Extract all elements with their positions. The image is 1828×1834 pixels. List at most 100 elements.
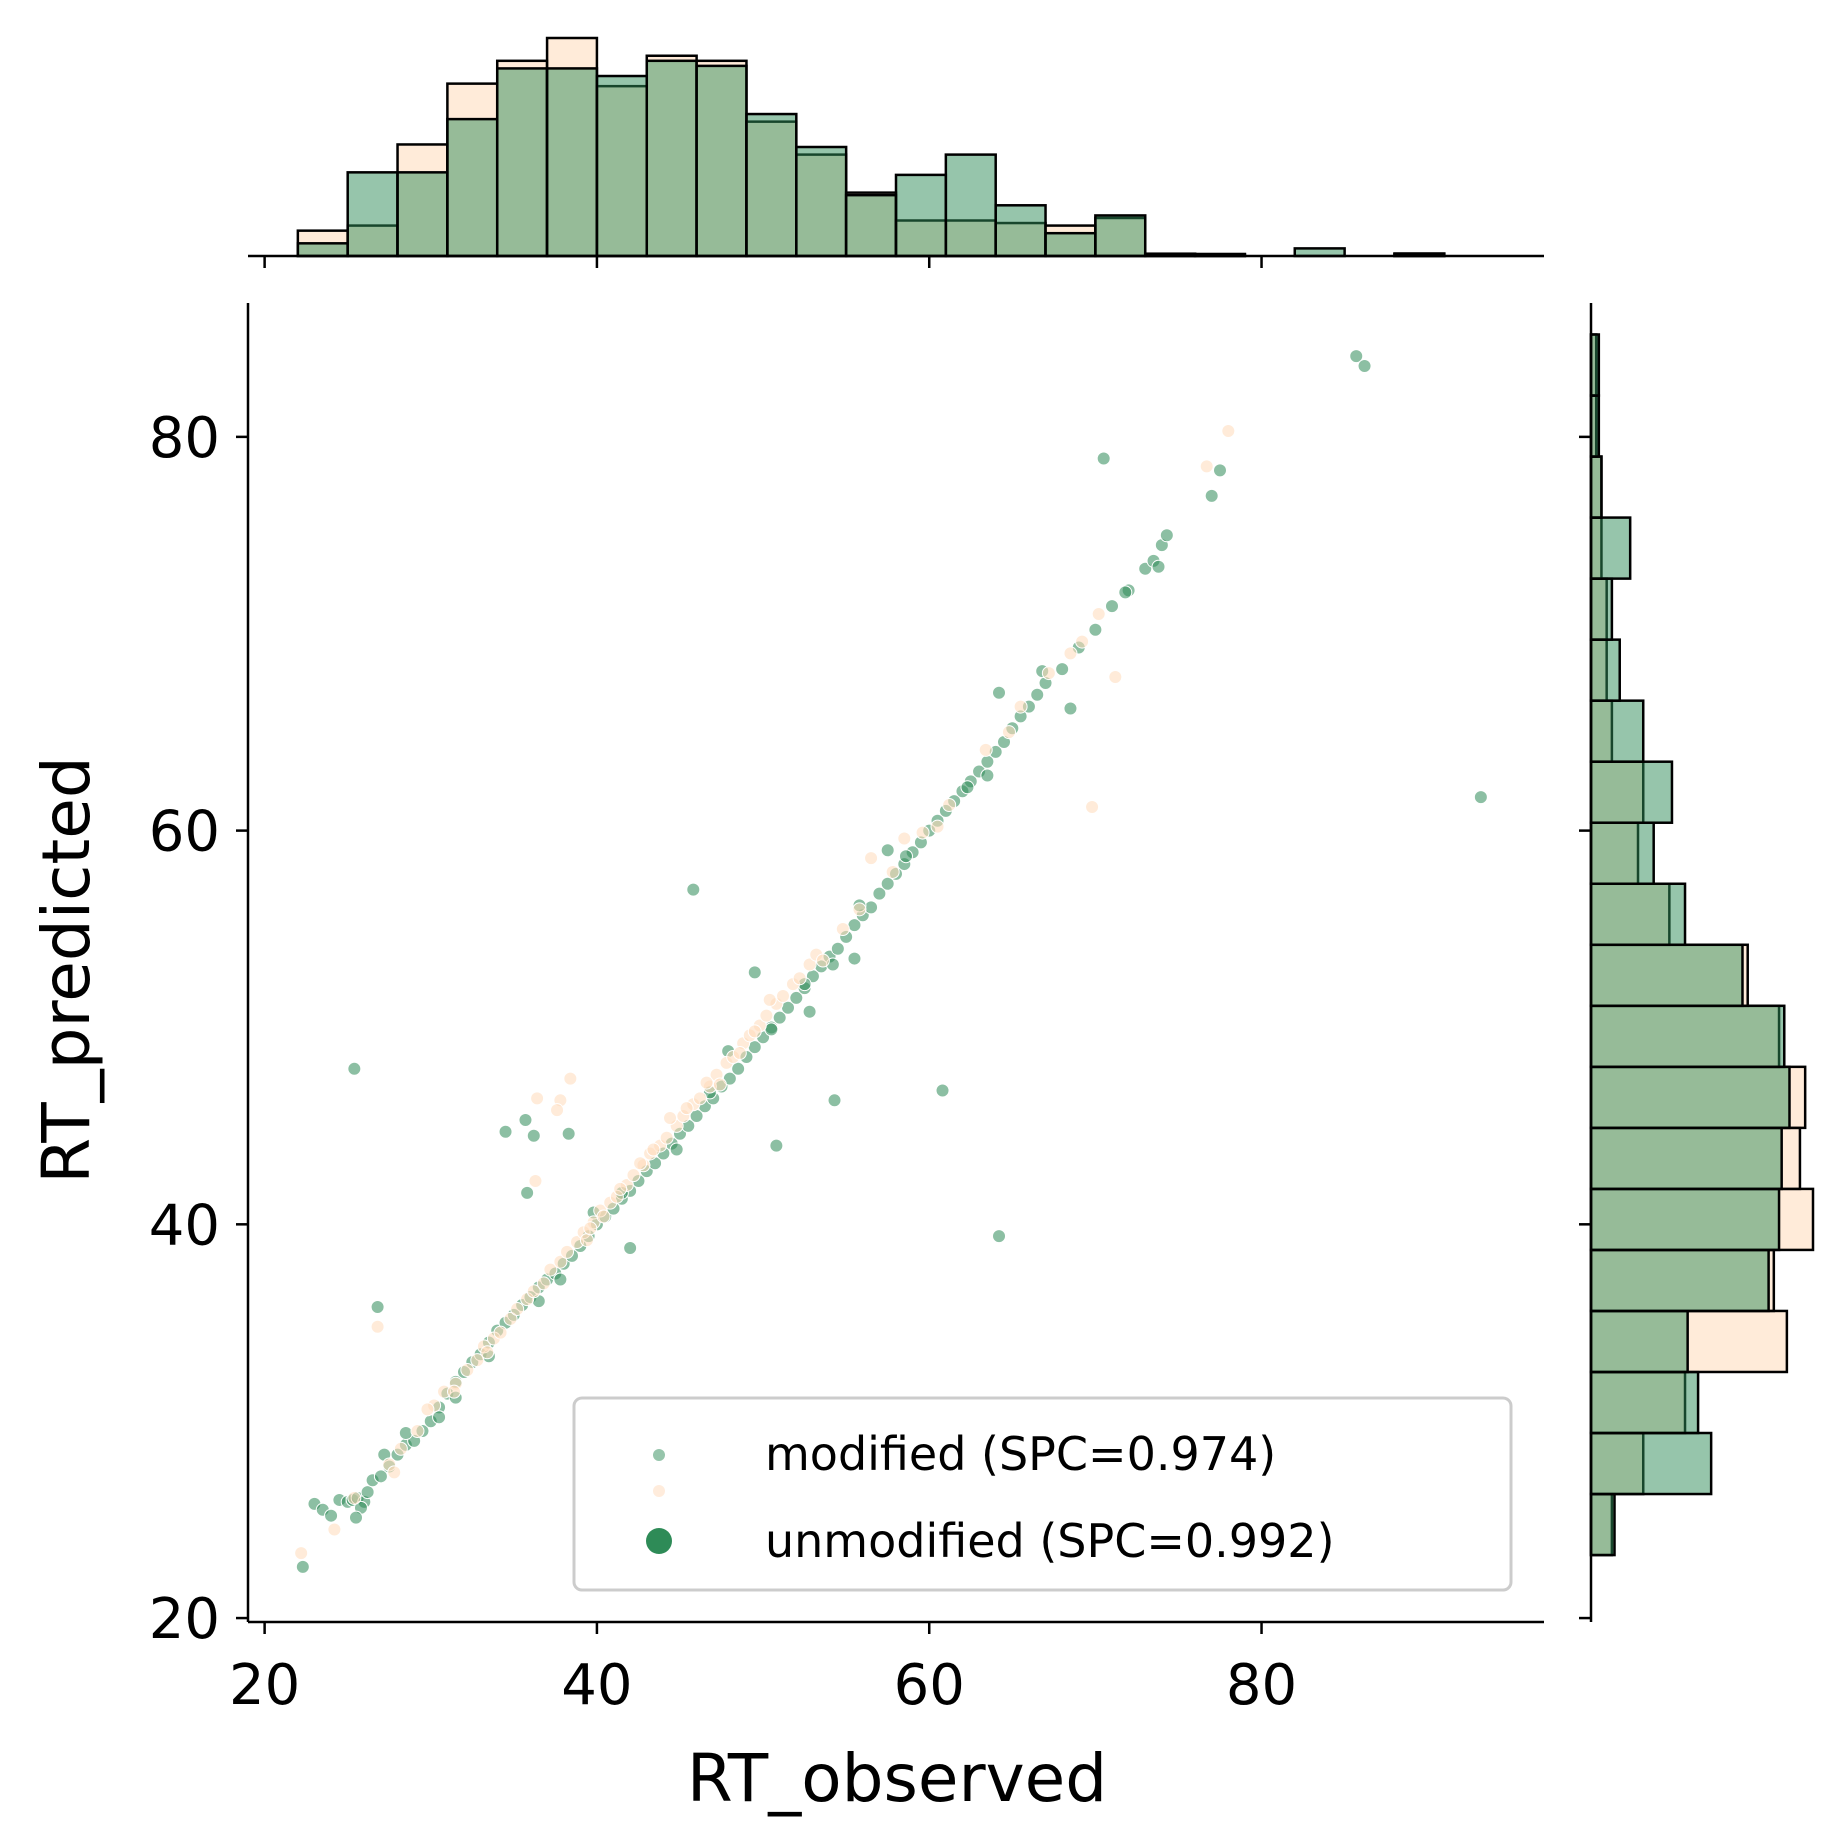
point-unmodified <box>447 1384 462 1399</box>
right-bar-modified <box>1589 1248 1770 1313</box>
point-unmodified <box>942 798 957 813</box>
point-unmodified <box>613 1181 628 1196</box>
legend-marker-unmodified-small <box>653 1485 665 1497</box>
legend-label-modified: modified (SPC=0.974) <box>765 1427 1276 1481</box>
right-bar-modified <box>1589 638 1621 702</box>
point-unmodified <box>347 1490 362 1505</box>
x-tick-label: 40 <box>561 1653 632 1718</box>
point-unmodified <box>792 971 807 986</box>
point-modified <box>347 1061 362 1076</box>
top-bar-modified <box>994 204 1047 258</box>
y-tick-label: 20 <box>149 1587 220 1652</box>
point-modified <box>864 900 879 915</box>
legend-marker-modified <box>653 1449 665 1461</box>
y-tick-label: 40 <box>149 1193 220 1258</box>
point-modified <box>1088 622 1103 637</box>
point-modified <box>789 990 804 1005</box>
right-bar-modified <box>1589 1126 1783 1191</box>
point-unmodified <box>480 1345 495 1360</box>
right-bar-modified <box>1589 455 1603 519</box>
right-bar-modified <box>1589 1309 1689 1374</box>
point-unmodified <box>503 1311 518 1326</box>
point-modified <box>1118 585 1133 600</box>
point-modified <box>872 886 887 901</box>
point-unmodified <box>536 1276 551 1291</box>
point-modified <box>830 941 845 956</box>
point-unmodified <box>864 851 879 866</box>
point-unmodified <box>393 1441 408 1456</box>
point-modified <box>802 1004 817 1019</box>
point-unmodified <box>915 825 930 840</box>
point-modified <box>526 1128 541 1143</box>
point-unmodified <box>978 742 993 757</box>
right-bar-modified <box>1589 1004 1786 1069</box>
point-unmodified <box>897 831 912 846</box>
top-bar-modified <box>446 117 499 258</box>
point-modified <box>764 1022 779 1037</box>
right-bar-modified <box>1589 1370 1700 1435</box>
point-unmodified <box>1041 666 1056 681</box>
top-bar-modified <box>944 153 997 258</box>
point-modified <box>880 843 895 858</box>
top-bar-modified <box>495 67 549 258</box>
point-modified <box>561 1126 576 1141</box>
point-modified <box>360 1485 375 1500</box>
point-unmodified <box>543 1262 558 1277</box>
point-unmodified <box>633 1156 648 1171</box>
point-modified <box>295 1559 310 1574</box>
point-unmodified <box>885 864 900 879</box>
point-modified <box>1063 701 1078 716</box>
top-bar-modified <box>695 64 748 258</box>
point-unmodified <box>776 988 791 1003</box>
point-unmodified <box>460 1363 475 1378</box>
point-modified <box>1159 528 1174 543</box>
right-bar-modified <box>1589 1431 1713 1496</box>
point-unmodified <box>579 1233 594 1248</box>
top-bar-modified <box>795 145 848 258</box>
point-modified <box>432 1410 447 1425</box>
point-modified <box>980 768 995 783</box>
x-axis-title: RT_observed <box>687 1740 1107 1817</box>
point-modified <box>398 1426 413 1441</box>
point-modified <box>1204 488 1219 503</box>
point-unmodified <box>712 1077 727 1092</box>
point-unmodified <box>732 1046 747 1061</box>
right-bar-modified <box>1589 882 1687 947</box>
point-modified <box>1357 358 1372 373</box>
point-modified <box>1151 559 1166 574</box>
point-unmodified <box>679 1101 694 1116</box>
point-unmodified <box>1108 670 1123 685</box>
point-modified <box>553 1272 568 1287</box>
point-unmodified <box>370 1319 385 1334</box>
point-unmodified <box>626 1168 641 1183</box>
top-bar-modified <box>545 67 599 258</box>
point-modified <box>669 1142 684 1157</box>
right-bar-modified <box>1589 821 1655 886</box>
point-modified <box>731 1061 746 1076</box>
right-bar-modified <box>1589 1492 1616 1557</box>
top-bar-modified <box>396 171 449 258</box>
legend-label-unmodified: unmodified (SPC=0.992) <box>765 1514 1335 1568</box>
scatter-points <box>294 349 1488 1574</box>
point-unmodified <box>560 1244 575 1259</box>
point-modified <box>686 882 701 897</box>
point-unmodified <box>659 1130 674 1145</box>
right-bar-modified <box>1589 943 1744 1008</box>
point-unmodified <box>1091 607 1106 622</box>
top-bar-modified <box>894 173 948 258</box>
point-unmodified <box>692 1091 707 1106</box>
point-unmodified <box>410 1424 425 1439</box>
top-bar-modified <box>844 193 898 258</box>
top-bar-modified <box>745 112 798 258</box>
y-tick-label: 80 <box>149 406 220 471</box>
point-unmodified <box>1075 634 1090 649</box>
point-unmodified <box>759 1008 774 1023</box>
top-bar-modified <box>595 74 649 258</box>
x-tick-label: 20 <box>229 1653 300 1718</box>
point-modified <box>1473 790 1488 805</box>
point-modified <box>623 1240 638 1255</box>
point-unmodified <box>526 1284 541 1299</box>
right-bar-modified <box>1589 516 1632 580</box>
point-unmodified <box>294 1546 309 1561</box>
point-unmodified <box>563 1071 578 1086</box>
